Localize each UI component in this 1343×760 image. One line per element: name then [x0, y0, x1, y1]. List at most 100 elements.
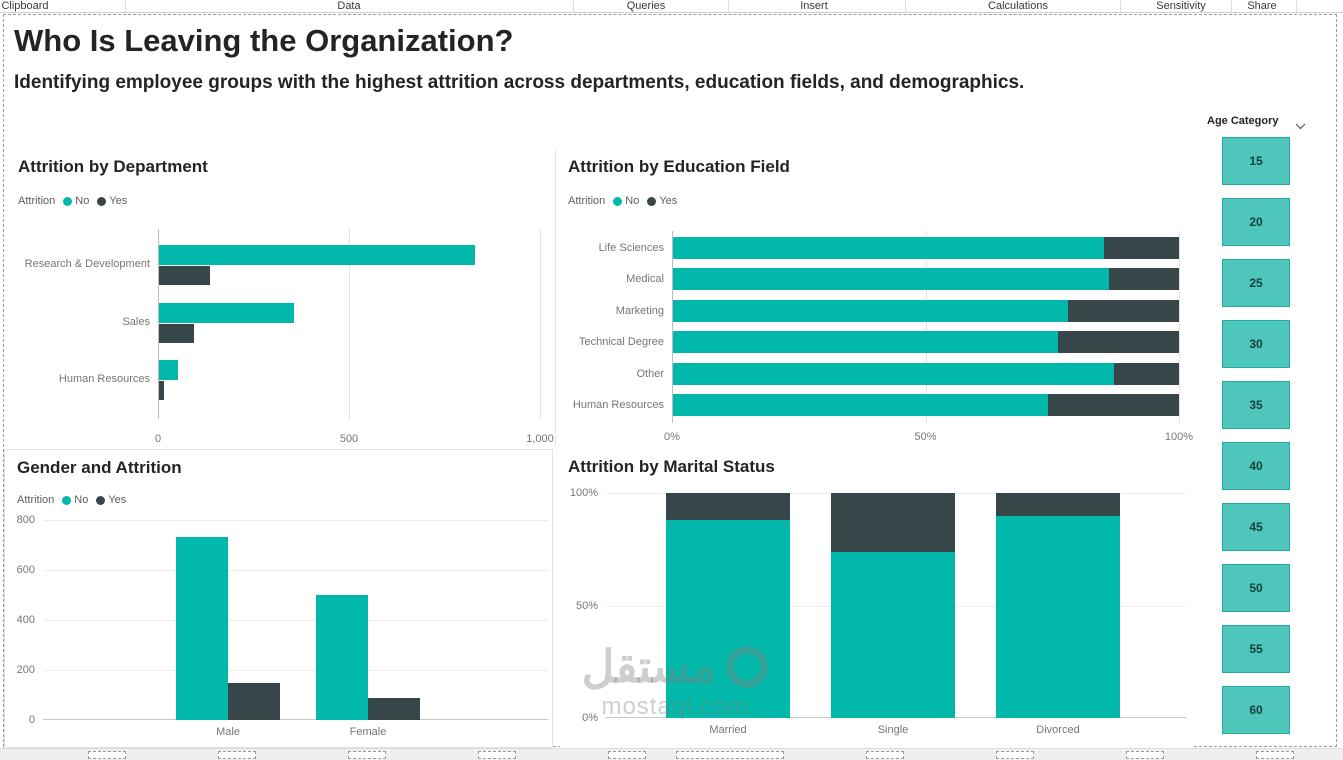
ribbon-separator	[573, 0, 574, 12]
gridline	[1179, 231, 1180, 423]
bar-yes[interactable]	[1114, 362, 1179, 385]
page-thumbnail	[866, 751, 904, 759]
legend-item-no[interactable]: No	[613, 195, 639, 207]
category-label: Male	[216, 726, 240, 738]
bar-yes[interactable]	[666, 493, 790, 520]
ribbon-tab-calculations[interactable]: Calculations	[988, 0, 1048, 12]
legend-title: Attrition	[18, 195, 56, 207]
legend-label: No	[75, 195, 90, 207]
page-thumbnail	[1126, 751, 1164, 759]
slicer-item-40[interactable]: 40	[1222, 442, 1290, 490]
bar-no[interactable]	[159, 360, 179, 380]
category-label: Sales	[122, 315, 150, 328]
bar-no[interactable]	[673, 331, 1059, 354]
bar-yes[interactable]	[996, 493, 1120, 516]
category-label: Single	[877, 724, 909, 736]
legend-item-no[interactable]: No	[63, 195, 89, 207]
slicer-item-50[interactable]: 50	[1222, 564, 1290, 612]
bar-no[interactable]	[316, 594, 368, 720]
bar-yes[interactable]	[159, 266, 210, 285]
page-thumbnail	[996, 751, 1034, 759]
bar-no[interactable]	[673, 394, 1049, 416]
bar-no[interactable]	[831, 551, 955, 718]
y-axis-tick: 800	[16, 514, 35, 526]
ribbon-separator	[1120, 0, 1121, 12]
plot-area	[43, 520, 548, 720]
bar-yes[interactable]	[1048, 394, 1179, 416]
slicer-item-20[interactable]: 20	[1222, 198, 1290, 246]
legend-item-yes[interactable]: Yes	[97, 195, 127, 207]
category-label: Human Resources	[572, 399, 664, 411]
gridline	[158, 229, 159, 419]
slicer-item-60[interactable]: 60	[1222, 686, 1290, 734]
x-axis-tick: 1,000	[526, 433, 554, 445]
ribbon-separator	[1231, 0, 1232, 12]
page-thumbnail	[88, 751, 126, 759]
y-axis-tick: 0	[28, 714, 35, 726]
bar-no[interactable]	[673, 237, 1104, 259]
slicer-item-25[interactable]: 25	[1222, 259, 1290, 307]
ribbon-tab-data[interactable]: Data	[337, 0, 361, 12]
legend: Attrition No Yes	[17, 494, 126, 506]
bar-yes[interactable]	[159, 323, 195, 343]
category-label: Other	[636, 367, 664, 380]
slicer-item-45[interactable]: 45	[1222, 503, 1290, 551]
page-thumbnail	[676, 751, 784, 759]
ribbon: Clipboard Data Queries Insert Calculations Se…	[0, 0, 1343, 13]
category-label: Medical	[626, 273, 664, 286]
bar-yes[interactable]	[1109, 268, 1179, 291]
page-subtitle: Identifying employee groups with the hig…	[14, 72, 1025, 93]
y-axis-tick: 200	[16, 664, 35, 676]
bar-yes[interactable]	[1058, 331, 1179, 354]
ribbon-tab-insert[interactable]: Insert	[800, 0, 828, 12]
chart-attrition-by-education-field: Attrition by Education Field Attrition No…	[560, 149, 1194, 447]
bar-no[interactable]	[159, 245, 476, 265]
legend-title: Attrition	[17, 494, 55, 506]
legend-title: Attrition	[568, 195, 606, 207]
bar-yes[interactable]	[228, 682, 280, 720]
slicer-item-35[interactable]: 35	[1222, 381, 1290, 429]
plot-area	[672, 231, 1180, 423]
x-axis-line	[43, 719, 548, 720]
bar-no[interactable]	[666, 520, 790, 718]
y-axis-tick: 0%	[582, 712, 598, 724]
bar-yes[interactable]	[1068, 299, 1179, 322]
legend-item-yes[interactable]: Yes	[96, 494, 126, 506]
ribbon-tab-clipboard[interactable]: Clipboard	[1, 0, 49, 12]
gridline	[349, 229, 350, 419]
slicer-item-55[interactable]: 55	[1222, 625, 1290, 673]
bar-yes[interactable]	[368, 698, 420, 720]
plot-area	[606, 493, 1186, 718]
plot-area	[158, 229, 541, 419]
x-axis-tick: 500	[339, 433, 359, 445]
category-label: Human Resources	[58, 373, 150, 385]
age-category-slicer: 15 20 25 30 35 40 45 50 55 60	[1222, 137, 1290, 734]
chart-title: Attrition by Education Field	[568, 157, 790, 176]
ribbon-tab-share[interactable]: Share	[1247, 0, 1277, 12]
bottom-bar	[0, 748, 1343, 760]
chevron-down-icon[interactable]	[1295, 117, 1306, 135]
bar-no[interactable]	[159, 302, 295, 323]
ribbon-separator	[1296, 0, 1297, 12]
legend: Attrition No Yes	[568, 195, 677, 207]
bar-yes[interactable]	[831, 493, 955, 552]
x-axis-tick: 50%	[914, 431, 937, 443]
bar-no[interactable]	[673, 268, 1110, 291]
bar-no[interactable]	[176, 537, 228, 720]
bar-no[interactable]	[673, 299, 1069, 322]
ribbon-tab-queries[interactable]: Queries	[626, 0, 666, 12]
category-label: Research & Development	[24, 258, 150, 270]
bar-no[interactable]	[996, 515, 1120, 718]
x-axis-tick: 100%	[1164, 431, 1194, 443]
bar-no[interactable]	[673, 362, 1115, 385]
legend-item-no[interactable]: No	[62, 494, 88, 506]
legend-dot-icon	[647, 196, 657, 206]
gridline	[43, 670, 548, 671]
slicer-item-15[interactable]: 15	[1222, 137, 1290, 185]
bar-yes[interactable]	[159, 381, 164, 400]
slicer-item-30[interactable]: 30	[1222, 320, 1290, 368]
bar-yes[interactable]	[1103, 237, 1179, 259]
ribbon-tab-sensitivity[interactable]: Sensitivity	[1156, 0, 1206, 12]
y-axis-tick: 400	[16, 614, 35, 626]
legend-item-yes[interactable]: Yes	[647, 195, 677, 207]
